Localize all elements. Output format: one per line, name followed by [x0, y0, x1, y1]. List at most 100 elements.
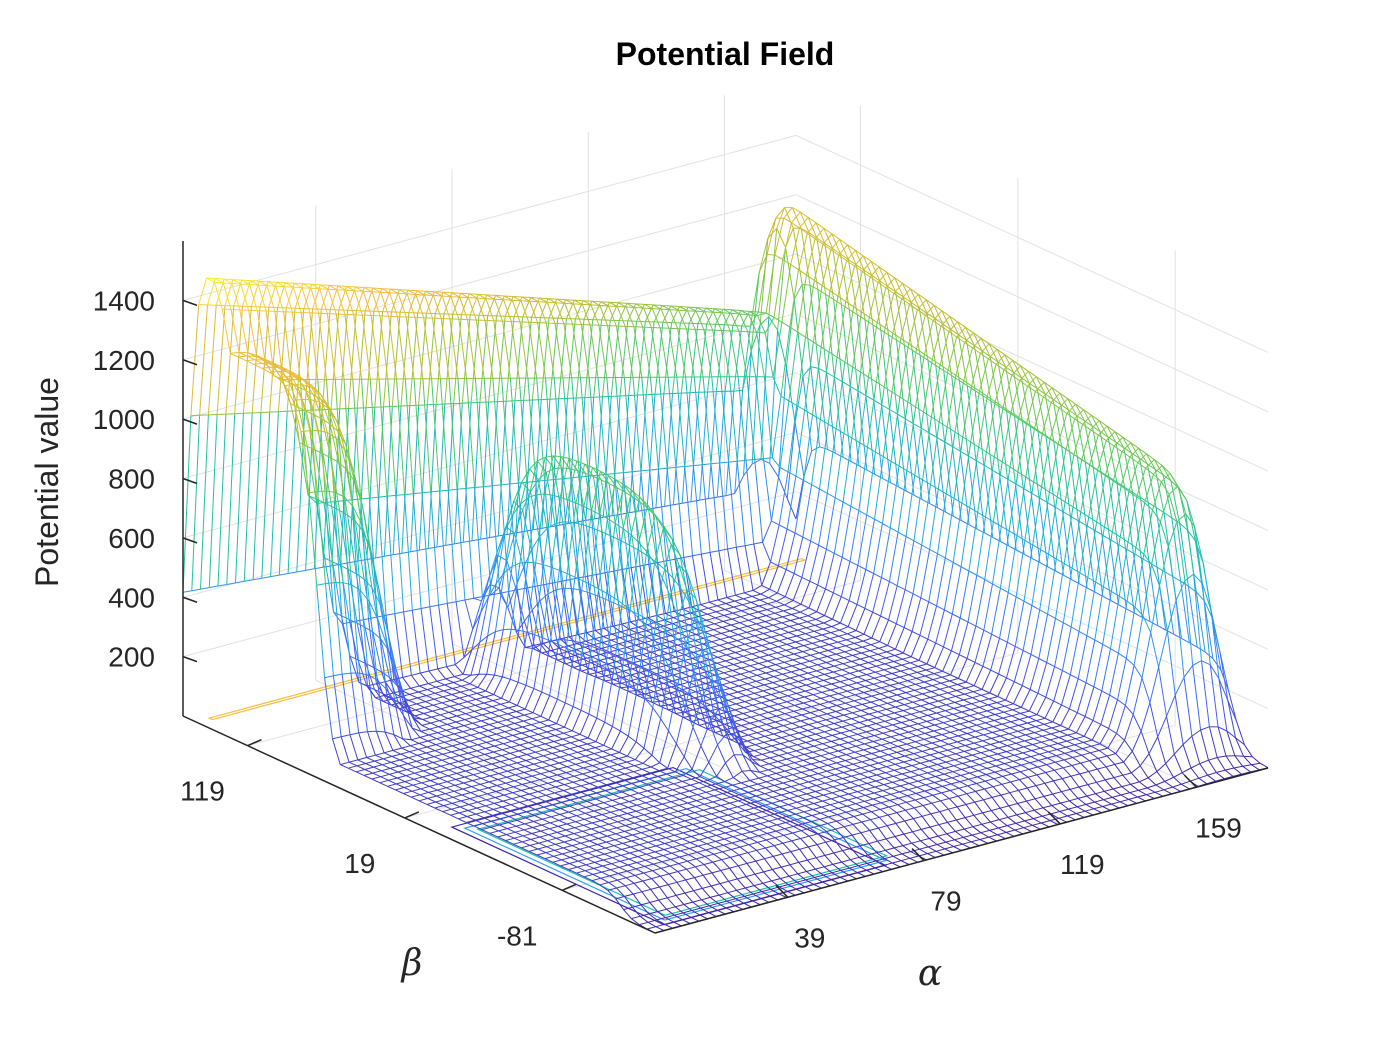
- mesh-line: [1006, 752, 1014, 756]
- mesh-line: [1131, 766, 1140, 773]
- mesh-line: [956, 751, 965, 753]
- mesh-line: [749, 614, 757, 618]
- mesh-line: [739, 629, 747, 633]
- mesh-line: [821, 753, 830, 755]
- mesh-line: [548, 590, 556, 594]
- mesh-line: [490, 536, 499, 538]
- mesh-line: [895, 653, 904, 656]
- mesh-line: [776, 659, 784, 663]
- mesh-line: [955, 757, 964, 759]
- mesh-line: [723, 619, 732, 621]
- mesh-line: [939, 750, 948, 752]
- mesh-line: [436, 685, 445, 687]
- mesh-line: [646, 688, 654, 692]
- mesh-line: [778, 647, 786, 651]
- mesh-line: [1066, 747, 1074, 751]
- mesh-line: [521, 301, 530, 302]
- mesh-line: [950, 736, 959, 738]
- mesh-line: [786, 570, 794, 574]
- mesh-line: [1040, 554, 1049, 610]
- mesh-line: [903, 711, 911, 715]
- mesh-line: [923, 688, 931, 692]
- mesh-line: [862, 760, 871, 762]
- mesh-line: [553, 456, 561, 457]
- mesh-line: [891, 737, 899, 741]
- mesh-line: [864, 750, 872, 754]
- mesh-line: [1077, 683, 1086, 713]
- mesh-line: [983, 666, 991, 670]
- mesh-line: [495, 299, 504, 300]
- mesh-line: [961, 718, 969, 722]
- mesh-line: [697, 686, 705, 690]
- mesh-line: [792, 609, 800, 613]
- mesh-line: [544, 583, 553, 585]
- mesh-line: [776, 656, 785, 658]
- mesh-line: [989, 754, 998, 756]
- mesh-line: [890, 410, 898, 415]
- mesh-line: [871, 760, 879, 764]
- mesh-line: [1035, 799, 1043, 808]
- mesh-line: [980, 759, 988, 763]
- mesh-line: [884, 670, 892, 674]
- mesh-line: [1024, 545, 1033, 601]
- mesh-line: [958, 734, 967, 736]
- mesh-line: [859, 726, 868, 728]
- mesh-line: [853, 707, 861, 711]
- mesh-line: [502, 378, 510, 484]
- mesh-line: [760, 600, 768, 604]
- mesh-line: [834, 724, 842, 728]
- mesh-line: [944, 562, 953, 610]
- mesh-line: [893, 725, 901, 729]
- mesh-line: [836, 652, 845, 654]
- mesh-line: [1027, 729, 1035, 733]
- mesh-line: [765, 736, 773, 740]
- mesh-line: [764, 458, 773, 459]
- mesh-line: [1062, 675, 1071, 705]
- mesh-line: [838, 296, 846, 301]
- mesh-line: [718, 657, 726, 661]
- mesh-line: [809, 585, 818, 608]
- mesh-line: [1149, 737, 1158, 754]
- mesh-line: [912, 598, 921, 632]
- mesh-line: [429, 669, 438, 671]
- mesh-line: [883, 676, 891, 680]
- mesh-line: [509, 702, 517, 706]
- mesh-line: [911, 635, 920, 657]
- mesh-line: [768, 712, 776, 716]
- mesh-line: [887, 701, 896, 703]
- mesh-line: [659, 377, 667, 468]
- mesh-line: [783, 672, 792, 674]
- mesh-line: [883, 731, 892, 733]
- mesh-line: [854, 699, 863, 701]
- mesh-line: [1031, 610, 1040, 655]
- mesh-line: [747, 690, 755, 694]
- mesh-line: [887, 707, 896, 709]
- mesh-line: [1118, 658, 1127, 699]
- mesh-line: [889, 586, 898, 620]
- mesh-line: [1160, 547, 1169, 586]
- mesh-line: [1059, 818, 1067, 822]
- mesh-line: [970, 713, 979, 715]
- mesh-line: [608, 326, 616, 378]
- mesh-line: [850, 671, 859, 673]
- mesh-line: [288, 411, 296, 574]
- mesh-line: [593, 302, 601, 320]
- mesh-line: [722, 627, 730, 631]
- mesh-line: [839, 691, 848, 693]
- mesh-line: [354, 315, 362, 380]
- mesh-line: [1029, 769, 1037, 775]
- mesh-line: [803, 652, 811, 656]
- mesh-line: [914, 694, 923, 696]
- mesh-line: [876, 382, 884, 387]
- mesh-line: [737, 641, 745, 645]
- mesh-line: [996, 764, 1005, 766]
- mesh-line: [727, 595, 736, 597]
- mesh-line: [387, 495, 396, 496]
- mesh-line: [845, 703, 853, 707]
- mesh-line: [885, 662, 894, 664]
- mesh-line: [764, 740, 773, 742]
- mesh-line: [985, 729, 993, 733]
- mesh-line: [918, 721, 927, 723]
- mesh-line: [520, 322, 528, 378]
- mesh-line: [457, 488, 466, 489]
